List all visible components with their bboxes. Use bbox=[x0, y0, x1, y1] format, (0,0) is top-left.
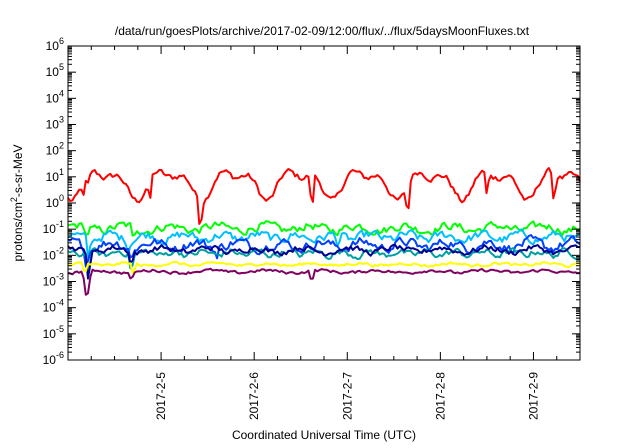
x-axis: 2017-2-5 2017-2-6 2017-2-7 2017-2-8 2017-2-9 bbox=[90, 46, 581, 420]
series-line bbox=[67, 234, 581, 268]
x-tick-label: 2017-2-8 bbox=[433, 372, 447, 420]
y-axis: 10-6 10-5 10-4 10-3 10-2 10-1 100 101 102 103 104 1… bbox=[43, 36, 580, 367]
series-line bbox=[67, 167, 581, 225]
x-tick-label: 2017-2-9 bbox=[526, 372, 540, 420]
x-tick-label: 2017-2-7 bbox=[340, 372, 354, 420]
y-axis-label: protons/cm2-s-sr-MeV bbox=[9, 144, 25, 261]
y-tick-label: 104 bbox=[46, 88, 64, 105]
series-line bbox=[67, 228, 581, 260]
y-tick-label: 105 bbox=[46, 62, 64, 79]
y-tick-label: 10-3 bbox=[43, 272, 64, 289]
y-tick-label: 10-2 bbox=[43, 245, 64, 262]
series-line bbox=[67, 267, 581, 296]
x-axis-label: Coordinated Universal Time (UTC) bbox=[232, 428, 416, 442]
y-tick-label: 101 bbox=[46, 167, 64, 184]
y-tick-label: 106 bbox=[46, 36, 64, 53]
y-axis-label-part: -s-sr-MeV bbox=[11, 144, 25, 197]
y-tick-label: 102 bbox=[46, 141, 64, 158]
series-line bbox=[67, 220, 581, 237]
chart-title: /data/run/goesPlots/archive/2017-02-09/1… bbox=[115, 24, 530, 38]
series-line bbox=[67, 244, 581, 280]
y-axis-label-part: protons/cm bbox=[11, 202, 25, 261]
series-line bbox=[67, 260, 581, 274]
y-axis-label-superscript: 2 bbox=[9, 197, 19, 202]
plot-frame bbox=[67, 45, 581, 361]
y-tick-label: 103 bbox=[46, 115, 64, 132]
plot-lines bbox=[67, 167, 581, 296]
y-tick-label: 100 bbox=[46, 193, 64, 210]
y-tick-label: 10-4 bbox=[43, 298, 64, 315]
y-tick-label: 10-6 bbox=[43, 350, 64, 367]
x-tick-label: 2017-2-6 bbox=[247, 372, 261, 420]
y-tick-label: 10-1 bbox=[43, 219, 64, 236]
x-tick-label: 2017-2-5 bbox=[154, 372, 168, 420]
y-tick-label: 10-5 bbox=[43, 324, 64, 341]
